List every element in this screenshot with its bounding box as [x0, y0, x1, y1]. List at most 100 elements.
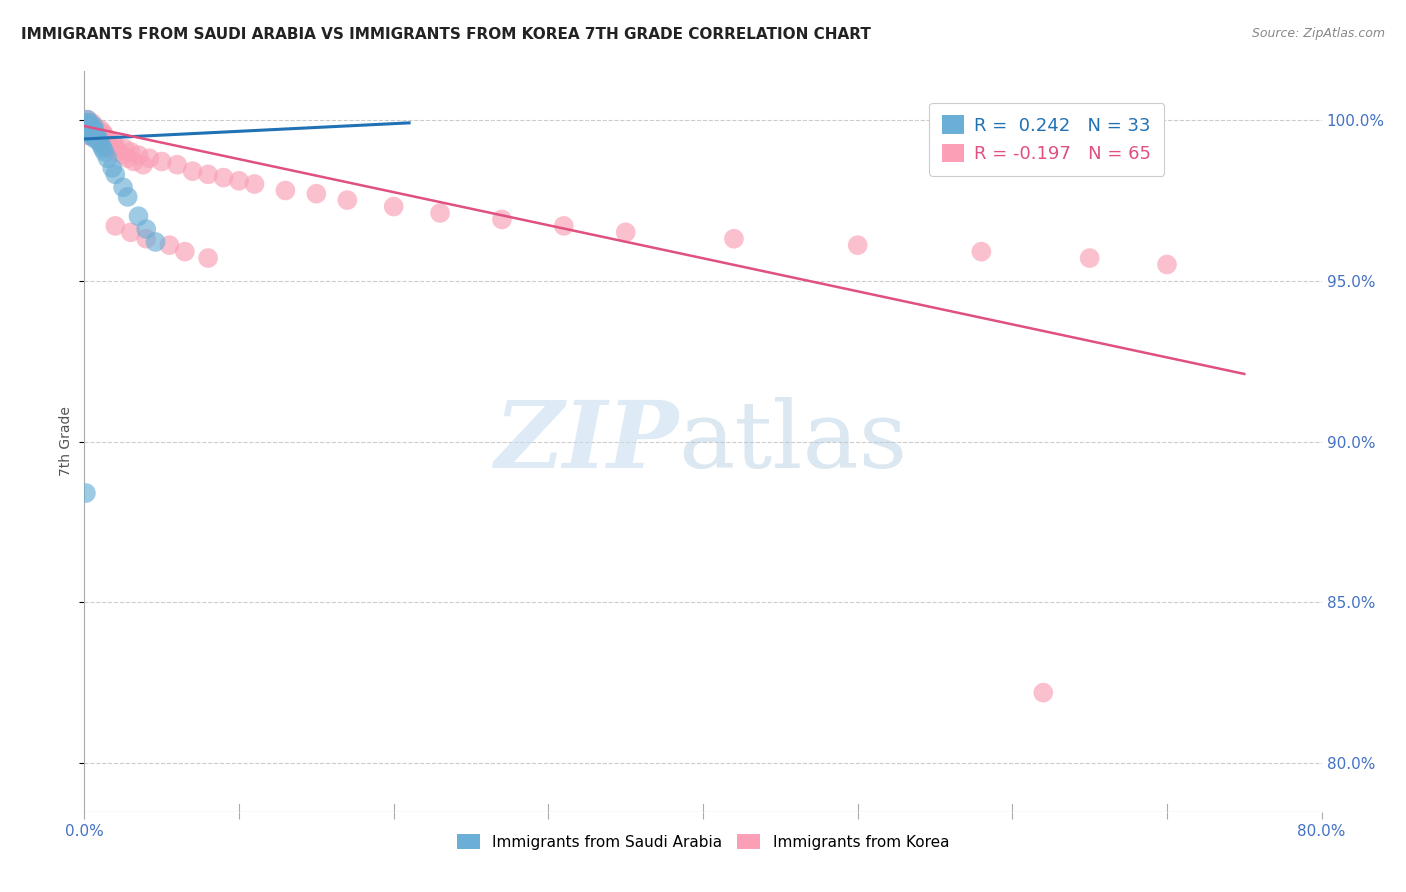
Point [305, 186, 328, 201]
Point [150, 154, 173, 169]
Point [89, 128, 111, 143]
Point [82, 122, 104, 136]
Point [96, 151, 118, 165]
Point [429, 206, 451, 220]
Point [107, 145, 129, 159]
Point [491, 212, 513, 227]
Text: atlas: atlas [678, 397, 907, 486]
Point [79, 128, 101, 143]
Text: ZIP: ZIP [494, 397, 678, 486]
Y-axis label: 7th Grade: 7th Grade [59, 407, 73, 476]
Point [82, 122, 104, 136]
Point [117, 151, 139, 165]
Point [181, 164, 204, 178]
Point [138, 151, 160, 165]
Point [110, 148, 132, 162]
Point [98, 138, 121, 153]
Point [100, 142, 122, 156]
Point [159, 238, 180, 252]
Point [135, 232, 157, 246]
Point [96, 132, 118, 146]
Point [243, 177, 266, 191]
Point [75, 126, 97, 140]
Point [77, 116, 100, 130]
Point [75, 122, 97, 136]
Point [197, 167, 219, 181]
Point [87, 132, 110, 146]
Point [135, 222, 157, 236]
Point [970, 244, 993, 259]
Point [112, 180, 135, 194]
Point [382, 200, 405, 214]
Point [79, 126, 101, 140]
Point [228, 174, 250, 188]
Point [846, 238, 869, 252]
Point [77, 126, 100, 140]
Point [90, 138, 112, 153]
Point [90, 132, 112, 146]
Point [104, 219, 127, 233]
Point [77, 116, 100, 130]
Point [127, 148, 149, 162]
Point [83, 128, 105, 143]
Point [212, 170, 235, 185]
Point [104, 138, 127, 153]
Point [120, 225, 142, 239]
Point [117, 190, 139, 204]
Point [94, 135, 117, 149]
Point [114, 142, 136, 156]
Point [77, 122, 100, 136]
Text: IMMIGRANTS FROM SAUDI ARABIA VS IMMIGRANTS FROM KOREA 7TH GRADE CORRELATION CHAR: IMMIGRANTS FROM SAUDI ARABIA VS IMMIGRAN… [21, 27, 870, 42]
Point [101, 135, 124, 149]
Point [79, 119, 101, 133]
Point [79, 119, 101, 133]
Point [274, 184, 297, 198]
Point [84, 132, 107, 146]
Point [104, 167, 127, 181]
Point [84, 126, 107, 140]
Point [93, 145, 115, 159]
Point [89, 122, 111, 136]
Point [86, 132, 108, 146]
Point [614, 225, 637, 239]
Point [76, 112, 98, 127]
Point [553, 219, 575, 233]
Point [120, 145, 142, 159]
Point [87, 126, 110, 140]
Point [75, 116, 97, 130]
Point [76, 119, 98, 133]
Point [82, 116, 104, 130]
Point [86, 122, 108, 136]
Point [127, 209, 149, 223]
Point [1032, 685, 1054, 699]
Point [174, 244, 197, 259]
Point [93, 128, 115, 143]
Point [82, 126, 104, 140]
Point [91, 126, 114, 140]
Point [166, 158, 188, 172]
Point [197, 251, 219, 265]
Point [83, 119, 105, 133]
Legend: Immigrants from Saudi Arabia, Immigrants from Korea: Immigrants from Saudi Arabia, Immigrants… [451, 828, 955, 856]
Point [83, 119, 105, 133]
Point [101, 161, 124, 175]
Point [84, 122, 107, 136]
Point [77, 122, 100, 136]
Point [83, 126, 105, 140]
Point [1078, 251, 1101, 265]
Point [132, 158, 155, 172]
Point [75, 119, 97, 133]
Point [76, 126, 98, 140]
Point [336, 193, 359, 207]
Point [76, 122, 98, 136]
Point [89, 135, 111, 149]
Point [77, 128, 100, 143]
Point [91, 142, 114, 156]
Point [84, 128, 107, 143]
Text: Source: ZipAtlas.com: Source: ZipAtlas.com [1251, 27, 1385, 40]
Point [75, 486, 97, 500]
Point [79, 122, 101, 136]
Point [723, 232, 745, 246]
Point [122, 154, 145, 169]
Point [1156, 258, 1178, 272]
